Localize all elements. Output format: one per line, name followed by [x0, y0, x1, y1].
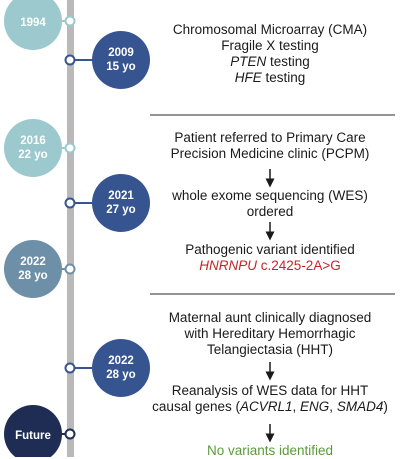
gene-name: HNRNPU: [199, 258, 258, 273]
node-age: 28 yo: [106, 369, 135, 381]
node-age: 15 yo: [106, 61, 135, 73]
gene-name: ENG: [300, 399, 330, 414]
event-variant-identified: Pathogenic variant identified HNRNPU c.2…: [150, 242, 390, 274]
node-label: 1994: [20, 17, 46, 29]
event-referral: Patient referred to Primary Care Precisi…: [150, 130, 390, 162]
event-line: Precision Medicine clinic (PCPM): [170, 146, 370, 161]
gene-name: HFE: [234, 70, 262, 85]
node-label: 2021: [108, 190, 134, 202]
gene-name: SMAD4: [336, 399, 384, 414]
event-line: causal genes (: [152, 399, 240, 414]
gene-name: PTEN: [230, 54, 267, 69]
node-age: 27 yo: [106, 204, 135, 216]
event-wes-ordered: whole exome sequencing (WES) ordered: [150, 188, 390, 220]
event-line: testing: [266, 54, 310, 69]
event-line: ): [383, 399, 388, 414]
node-label: 2009: [108, 47, 134, 59]
event-line: Reanalysis of WES data for HHT: [171, 383, 369, 398]
separator: ,: [329, 399, 337, 414]
timeline-node-2022-variant: 2022 28 yo: [4, 240, 76, 298]
event-line: No variants identified: [206, 443, 334, 458]
node-label: 2022: [108, 355, 134, 367]
event-line: Fragile X testing: [221, 38, 319, 53]
timeline-node-2021: 2021 27 yo: [64, 174, 150, 232]
timeline-node-2022-hht: 2022 28 yo: [64, 339, 150, 397]
node-age: 22 yo: [18, 149, 47, 161]
event-reanalysis: Reanalysis of WES data for HHT causal ge…: [150, 383, 390, 415]
node-label: Future: [15, 430, 51, 442]
separator: ,: [292, 399, 301, 414]
node-label: 2016: [20, 135, 46, 147]
timeline-node-future: Future: [4, 405, 76, 457]
event-line: Patient referred to Primary Care: [174, 130, 366, 145]
node-age: 28 yo: [18, 270, 47, 282]
event-line: Maternal aunt clinically diagnosed: [168, 310, 372, 325]
event-no-variants: No variants identified: [150, 443, 390, 459]
variant-notation: c.2425-2A>G: [257, 258, 341, 273]
timeline-line: [67, 0, 74, 457]
event-line: Telangiectasia (HHT): [206, 342, 334, 357]
event-line: Chromosomal Microarray (CMA): [172, 22, 368, 37]
timeline-node-1994: 1994: [4, 0, 76, 50]
gene-name: ACVRL1: [239, 399, 293, 414]
event-initial-testing: Chromosomal Microarray (CMA) Fragile X t…: [150, 22, 390, 86]
timeline-node-2016: 2016 22 yo: [4, 119, 76, 177]
event-line: with Hereditary Hemorrhagic: [184, 326, 356, 341]
timeline-node-2009: 2009 15 yo: [64, 31, 150, 89]
event-line: whole exome sequencing (WES): [172, 188, 368, 203]
node-label: 2022: [20, 256, 46, 268]
event-aunt-hht: Maternal aunt clinically diagnosed with …: [150, 310, 390, 358]
event-line: testing: [261, 70, 306, 85]
event-line: ordered: [246, 204, 294, 219]
event-line: Pathogenic variant identified: [185, 242, 355, 257]
